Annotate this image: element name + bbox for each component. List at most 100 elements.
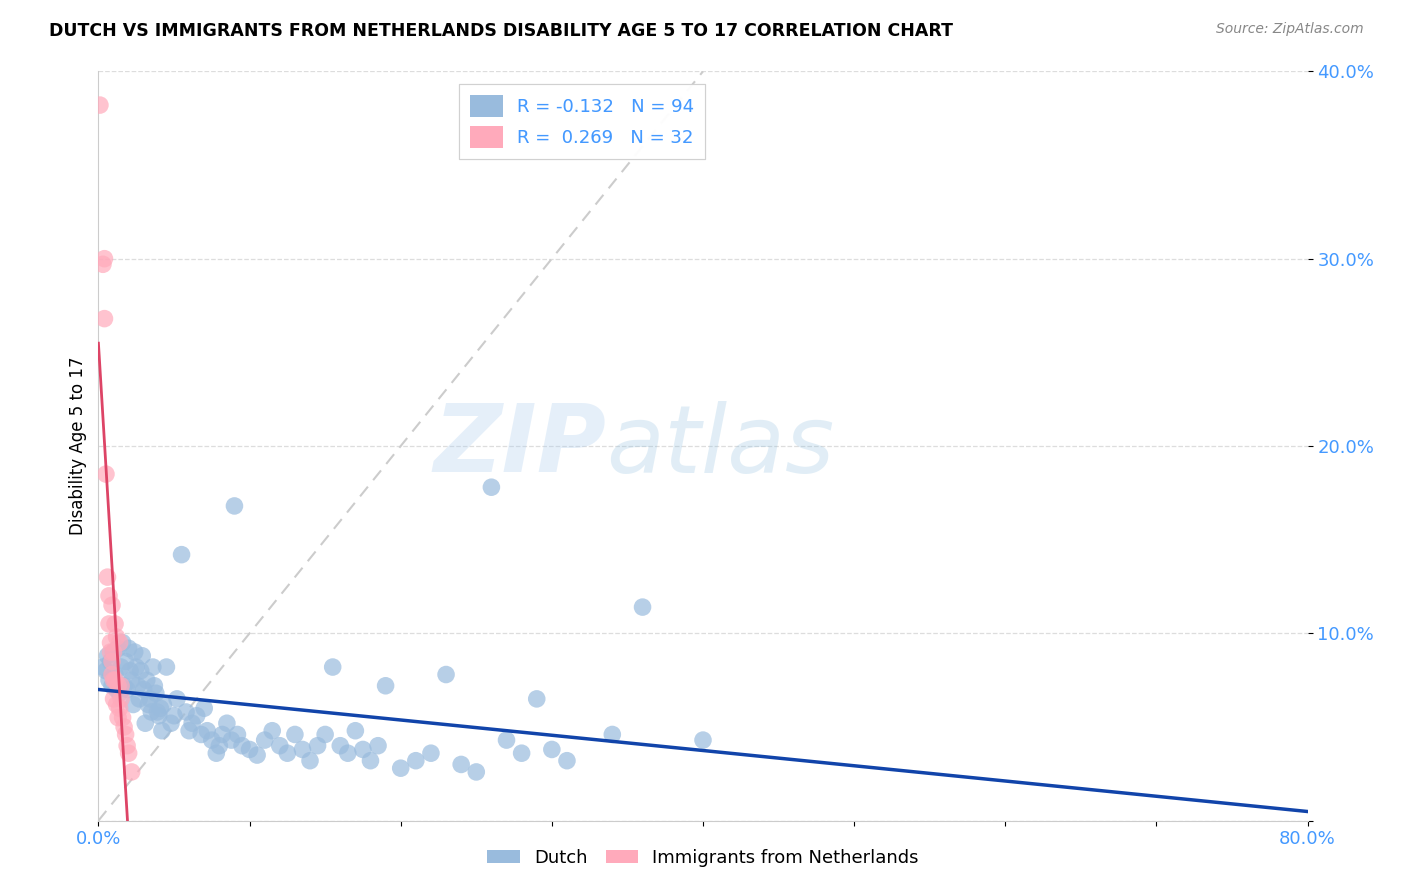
Point: [262, 723, 284, 738]
Point: [239, 742, 262, 756]
Point: [107, 641, 129, 656]
Point: [360, 754, 382, 768]
Point: [142, 660, 165, 674]
Point: [118, 641, 141, 656]
Point: [226, 727, 249, 741]
Point: [89, 98, 111, 112]
Point: [631, 600, 654, 615]
Point: [136, 698, 159, 712]
Point: [329, 739, 352, 753]
Legend: R = -0.132   N = 94, R =  0.269   N = 32: R = -0.132 N = 94, R = 0.269 N = 32: [460, 84, 704, 159]
Point: [526, 692, 548, 706]
Point: [112, 720, 135, 734]
Point: [352, 742, 374, 756]
Point: [112, 679, 135, 693]
Point: [224, 499, 246, 513]
Point: [91, 660, 114, 674]
Point: [114, 727, 136, 741]
Point: [231, 739, 253, 753]
Point: [149, 701, 172, 715]
Point: [205, 746, 228, 760]
Point: [110, 660, 132, 674]
Point: [98, 617, 121, 632]
Point: [103, 645, 125, 659]
Point: [110, 692, 132, 706]
Point: [481, 480, 503, 494]
Point: [104, 617, 127, 632]
Point: [253, 733, 276, 747]
Point: [269, 739, 291, 753]
Point: [101, 667, 124, 681]
Point: [110, 679, 132, 693]
Point: [129, 664, 152, 678]
Point: [170, 548, 193, 562]
Point: [111, 635, 134, 649]
Point: [174, 705, 197, 719]
Point: [434, 667, 457, 681]
Point: [367, 739, 389, 753]
Point: [108, 701, 131, 715]
Text: DUTCH VS IMMIGRANTS FROM NETHERLANDS DISABILITY AGE 5 TO 17 CORRELATION CHART: DUTCH VS IMMIGRANTS FROM NETHERLANDS DIS…: [49, 22, 953, 40]
Point: [692, 733, 714, 747]
Point: [134, 716, 156, 731]
Point: [94, 664, 117, 678]
Point: [450, 757, 472, 772]
Text: ZIP: ZIP: [433, 400, 606, 492]
Point: [465, 764, 488, 779]
Point: [195, 723, 218, 738]
Point: [420, 746, 443, 760]
Point: [221, 733, 243, 747]
Point: [540, 742, 562, 756]
Point: [93, 311, 115, 326]
Point: [143, 679, 166, 693]
Point: [118, 746, 141, 760]
Point: [125, 660, 148, 674]
Point: [96, 648, 118, 663]
Point: [155, 660, 177, 674]
Point: [307, 739, 329, 753]
Point: [101, 679, 124, 693]
Point: [105, 698, 128, 712]
Point: [98, 589, 121, 603]
Point: [114, 655, 136, 669]
Point: [108, 635, 131, 649]
Point: [108, 686, 131, 700]
Point: [322, 660, 344, 674]
Point: [389, 761, 412, 775]
Point: [181, 716, 204, 731]
Point: [405, 754, 427, 768]
Point: [105, 682, 128, 697]
Text: Source: ZipAtlas.com: Source: ZipAtlas.com: [1216, 22, 1364, 37]
Point: [190, 727, 212, 741]
Point: [100, 645, 122, 659]
Point: [166, 692, 188, 706]
Point: [94, 467, 117, 482]
Point: [193, 701, 215, 715]
Point: [201, 733, 224, 747]
Y-axis label: Disability Age 5 to 17: Disability Age 5 to 17: [69, 357, 87, 535]
Point: [100, 655, 122, 669]
Point: [105, 630, 128, 644]
Point: [98, 673, 121, 688]
Point: [276, 746, 298, 760]
Point: [107, 679, 129, 693]
Point: [299, 754, 322, 768]
Point: [103, 692, 125, 706]
Point: [91, 257, 114, 271]
Point: [107, 710, 129, 724]
Point: [115, 739, 138, 753]
Point: [160, 716, 183, 731]
Point: [495, 733, 517, 747]
Point: [100, 635, 122, 649]
Point: [215, 716, 238, 731]
Point: [186, 708, 208, 723]
Point: [127, 679, 149, 693]
Legend: Dutch, Immigrants from Netherlands: Dutch, Immigrants from Netherlands: [479, 842, 927, 874]
Point: [103, 645, 125, 659]
Point: [103, 673, 125, 688]
Point: [131, 648, 153, 663]
Point: [179, 723, 201, 738]
Point: [135, 673, 157, 688]
Text: atlas: atlas: [606, 401, 835, 491]
Point: [121, 764, 143, 779]
